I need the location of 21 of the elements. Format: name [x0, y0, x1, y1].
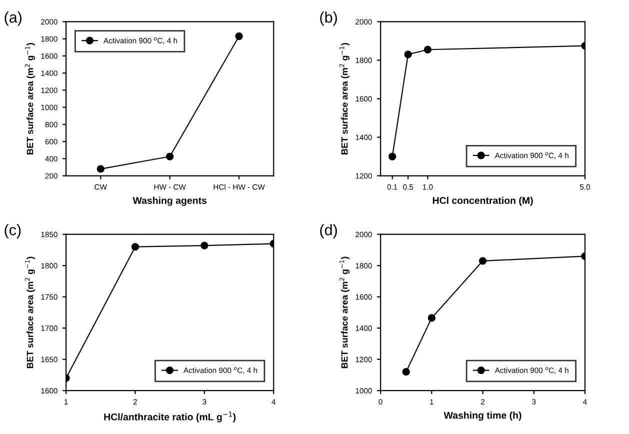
point — [428, 314, 436, 322]
x-axis-title: Washing time (h) — [444, 412, 522, 421]
chart-title: (a) — [4, 12, 22, 26]
x-axis-title: Washing agents — [132, 196, 207, 206]
point — [404, 50, 412, 58]
y-axis-title: BET surface area (m$^{2}$ g$^{−1}$) — [339, 43, 350, 154]
y-axis-title: BET surface area (m$^{2}$ g$^{−1}$) — [24, 256, 36, 368]
point — [478, 257, 487, 265]
chart-title: (c) — [4, 224, 21, 238]
y-axis-title: BET surface area (m$^{2}$ g$^{−1}$) — [339, 256, 350, 368]
point — [235, 32, 243, 40]
x-axis-title: HCl/anthracite ratio (mL g$^{−1}$) — [104, 412, 236, 422]
y-axis-title: BET surface area (m$^{2}$ g$^{−1}$) — [24, 43, 36, 154]
point — [166, 152, 174, 160]
point — [402, 368, 410, 376]
chart-title: (d) — [320, 224, 337, 238]
x-axis-title: HCl concentration (M) — [432, 196, 533, 206]
chart-title: (b) — [320, 12, 337, 26]
point — [96, 165, 104, 173]
point — [424, 46, 432, 54]
point — [388, 152, 396, 160]
